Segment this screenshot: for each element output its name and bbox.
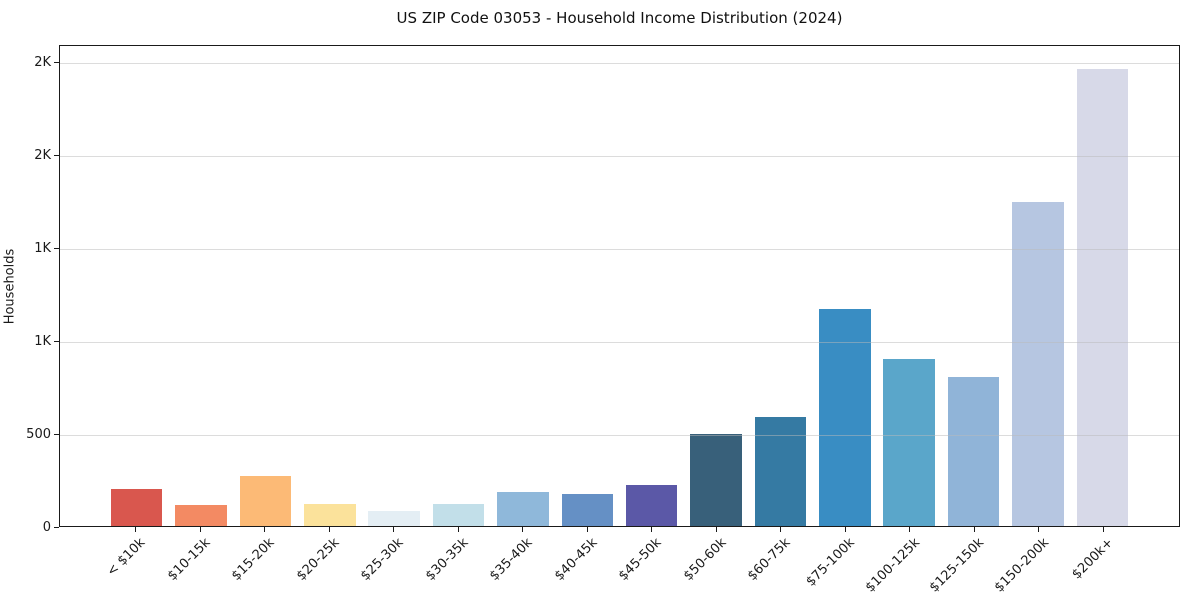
x-tick-mark xyxy=(844,527,846,532)
y-tick-mark xyxy=(54,247,59,249)
bar-50-60k xyxy=(690,434,742,526)
bar-25-30k xyxy=(368,511,420,526)
x-tick-label: < $10k xyxy=(104,535,149,580)
y-tick-mark xyxy=(54,154,59,156)
x-tick-mark xyxy=(1102,527,1104,532)
x-tick-mark xyxy=(457,527,459,532)
bar-100-125k xyxy=(883,359,935,526)
bar-10k xyxy=(110,489,163,526)
x-tick-label: $15-20k xyxy=(229,535,278,584)
bar-35-40k xyxy=(497,491,549,526)
x-tick-mark xyxy=(135,527,137,532)
bar-15-20k xyxy=(239,476,292,526)
y-tick-label: 500 xyxy=(26,426,51,442)
x-tick-mark xyxy=(393,527,395,532)
y-tick-label: 2K xyxy=(34,54,51,70)
bar-150-200k xyxy=(1012,202,1064,526)
bar-60-75k xyxy=(754,416,807,526)
x-tick-label: $75-100k xyxy=(803,535,859,590)
plot-area xyxy=(59,45,1180,527)
y-gridline xyxy=(60,155,1179,157)
x-tick-mark xyxy=(522,527,524,532)
x-tick-label: $20-25k xyxy=(293,535,343,584)
x-tick-label: $10-15k xyxy=(164,535,214,584)
y-gridline xyxy=(60,248,1179,250)
bar-125-150k xyxy=(947,377,1000,526)
x-tick-mark xyxy=(780,527,782,532)
x-tick-label: $45-50k xyxy=(616,535,665,584)
bar-30-35k xyxy=(432,503,485,526)
bar-20-25k xyxy=(304,503,356,526)
x-tick-label: $40-45k xyxy=(551,535,601,584)
x-tick-mark xyxy=(909,527,911,532)
x-tick-label: $30-35k xyxy=(422,535,472,584)
y-tick-label: 2K xyxy=(34,147,51,163)
y-gridline xyxy=(60,341,1179,343)
y-tick-mark xyxy=(54,61,59,63)
x-tick-label: $50-60k xyxy=(680,535,730,584)
chart-title: US ZIP Code 03053 - Household Income Dis… xyxy=(396,9,843,27)
y-tick-label: 0 xyxy=(42,519,51,535)
x-tick-label: $200k+ xyxy=(1069,535,1117,583)
y-gridline xyxy=(60,62,1179,64)
x-tick-mark xyxy=(586,527,588,532)
x-tick-label: $150-200k xyxy=(991,535,1052,596)
x-tick-label: $100-125k xyxy=(862,535,923,596)
x-tick-mark xyxy=(328,527,330,532)
y-tick-mark xyxy=(54,433,59,435)
bar-40-45k xyxy=(561,493,614,526)
x-tick-label: $125-150k xyxy=(926,535,988,596)
x-tick-label: $60-75k xyxy=(745,535,794,584)
bar-200k xyxy=(1076,68,1129,526)
y-tick-mark xyxy=(54,340,59,342)
bar-45-50k xyxy=(625,485,678,526)
x-tick-mark xyxy=(715,527,717,532)
y-tick-label: 1K xyxy=(34,333,51,349)
x-tick-label: $25-30k xyxy=(358,535,407,584)
x-tick-mark xyxy=(264,527,266,532)
bar-10-15k xyxy=(175,504,227,526)
x-tick-mark xyxy=(973,527,975,532)
y-gridline xyxy=(60,434,1179,436)
x-tick-mark xyxy=(199,527,201,532)
y-tick-mark xyxy=(54,526,59,528)
y-tick-label: 1K xyxy=(34,240,51,256)
x-tick-label: $35-40k xyxy=(487,535,536,584)
x-tick-mark xyxy=(651,527,653,532)
x-tick-mark xyxy=(1038,527,1040,532)
bar-75-100k xyxy=(819,308,871,526)
